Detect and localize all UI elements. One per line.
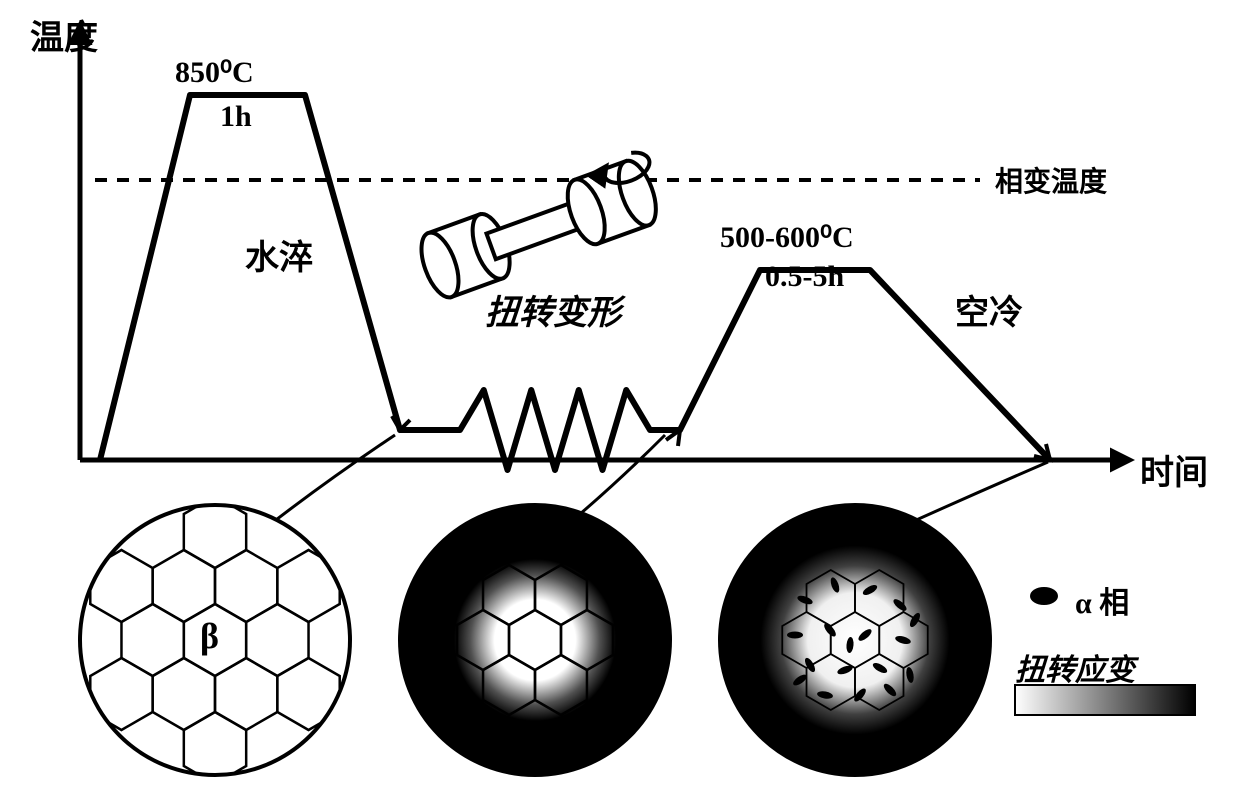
torsion-icon bbox=[412, 148, 670, 302]
strain-legend-label: 扭转应变 bbox=[1015, 645, 1135, 689]
aircool-label: 空冷 bbox=[955, 285, 1023, 334]
strain-legend-bar bbox=[1015, 685, 1195, 715]
aging-time-label: 0.5-5h bbox=[765, 260, 844, 294]
aging-temp-label: 500-600⁰C bbox=[720, 220, 854, 255]
alpha-legend-icon bbox=[1030, 587, 1058, 605]
temp-profile bbox=[100, 95, 1050, 470]
solution-time-label: 1h bbox=[220, 100, 252, 134]
beta-label: β bbox=[200, 615, 219, 657]
alpha-legend-label: α 相 bbox=[1075, 578, 1129, 622]
y-axis-label: 温度 bbox=[30, 10, 98, 59]
torsion-label: 扭转变形 bbox=[485, 285, 621, 334]
x-axis-label: 时间 bbox=[1140, 445, 1208, 494]
transition-temp-label: 相变温度 bbox=[995, 160, 1107, 200]
solution-temp-label: 850⁰C bbox=[175, 55, 254, 90]
quench-label: 水淬 bbox=[245, 230, 313, 279]
